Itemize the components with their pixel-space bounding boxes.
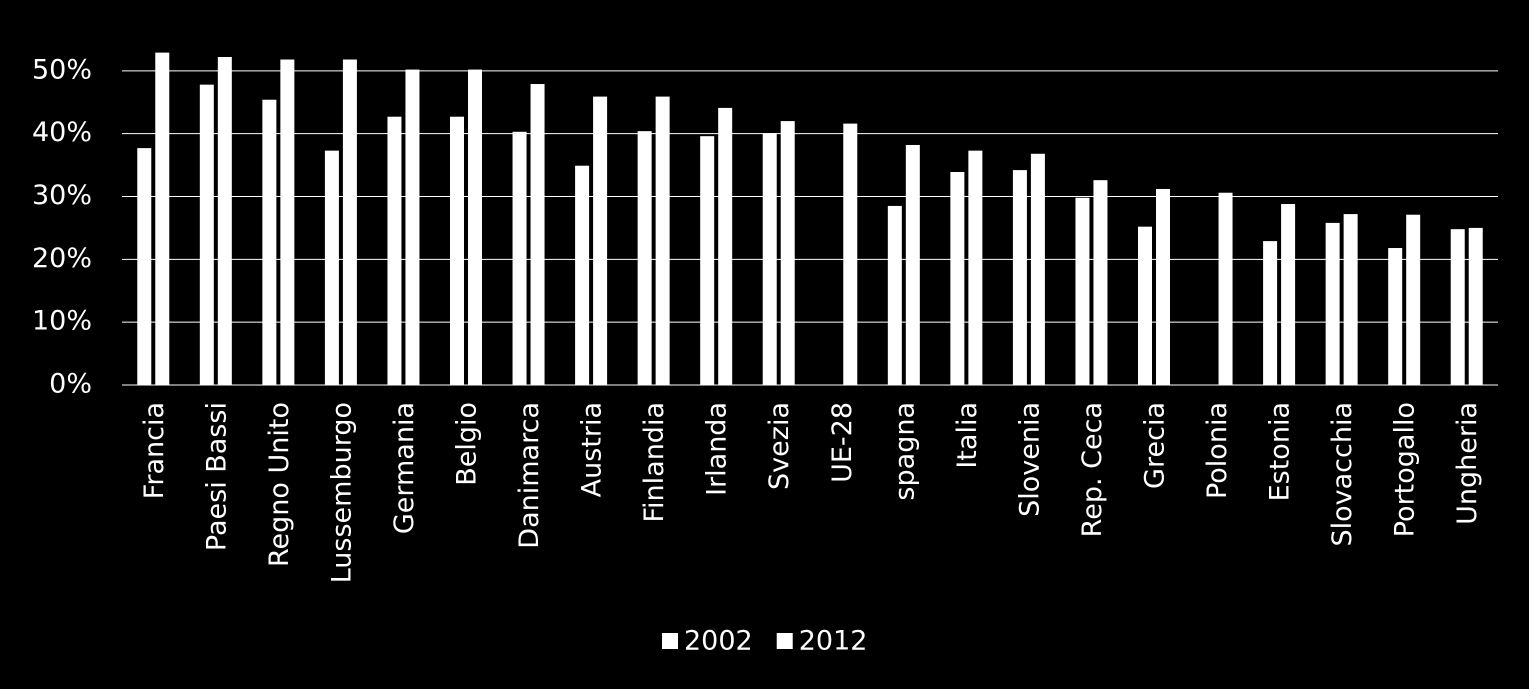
bar — [968, 150, 983, 385]
bar — [1093, 180, 1108, 385]
bar — [950, 171, 965, 385]
y-tick-label: 10% — [32, 306, 92, 337]
bar — [905, 144, 920, 385]
bar — [468, 69, 482, 386]
bar — [324, 150, 339, 385]
bar — [575, 165, 590, 385]
bar — [1156, 188, 1170, 385]
bar — [762, 133, 777, 385]
x-tick-label: Polonia — [1202, 402, 1233, 499]
bar — [1468, 227, 1483, 385]
bar — [512, 131, 527, 385]
bar — [1218, 192, 1233, 385]
legend-swatch — [662, 633, 678, 649]
bar — [843, 123, 858, 385]
bar — [1138, 226, 1152, 385]
x-tick-label: Estonia — [1265, 402, 1296, 501]
bar — [1406, 214, 1421, 385]
x-tick-label: Danimarca — [514, 402, 545, 549]
x-tick-label: Slovenia — [1014, 402, 1045, 517]
x-tick-label: Finlandia — [639, 402, 670, 523]
y-tick-label: 30% — [32, 180, 92, 211]
y-tick-label: 0% — [49, 369, 92, 400]
bar — [1325, 222, 1340, 385]
bar — [387, 116, 402, 386]
bar — [593, 96, 608, 385]
x-tick-label: Lussemburgo — [326, 402, 357, 583]
bar — [199, 84, 214, 385]
bar — [1281, 204, 1296, 385]
x-tick-label: Ungheria — [1452, 402, 1483, 525]
bar — [1263, 241, 1278, 385]
x-tick-label: Italia — [952, 402, 983, 469]
x-tick-label: UE-28 — [827, 402, 858, 483]
bar — [280, 59, 295, 385]
x-tick-label: Slovacchia — [1327, 402, 1358, 547]
x-tick-label: Belgio — [452, 402, 483, 486]
bar — [718, 107, 733, 385]
x-tick-label: Grecia — [1140, 402, 1171, 489]
x-tick-label: spagna — [889, 402, 920, 501]
x-tick-label: Svezia — [764, 402, 795, 490]
bar — [1030, 153, 1045, 385]
bar — [1450, 229, 1465, 385]
bar — [155, 52, 170, 386]
x-tick-label: Francia — [139, 402, 170, 499]
bar — [1075, 197, 1090, 385]
bar — [450, 116, 464, 386]
y-tick-label: 50% — [32, 54, 92, 85]
x-tick-label: Paesi Bassi — [201, 402, 232, 551]
x-tick-label: Germania — [389, 402, 420, 534]
bar — [780, 121, 795, 385]
x-tick-label: Portogallo — [1390, 402, 1421, 537]
legend-label: 2012 — [799, 626, 868, 657]
x-tick-label: Regno Unito — [264, 402, 295, 567]
bar — [342, 59, 357, 385]
bar — [887, 205, 902, 385]
y-tick-label: 20% — [32, 243, 92, 274]
x-tick-label: Austria — [577, 402, 608, 497]
y-tick-label: 40% — [32, 117, 92, 148]
bar — [262, 99, 277, 385]
x-tick-label: Irlanda — [702, 402, 733, 496]
bar — [637, 131, 652, 385]
bar — [1012, 170, 1027, 385]
x-tick-label: Rep. Ceca — [1077, 402, 1108, 537]
bar — [655, 96, 670, 385]
bar — [137, 148, 152, 385]
legend-label: 2002 — [684, 626, 753, 657]
legend-swatch — [776, 633, 793, 649]
bar — [700, 136, 715, 385]
bar — [405, 69, 420, 386]
bar — [1343, 214, 1358, 385]
bar — [217, 57, 232, 385]
bar — [530, 84, 545, 386]
bar — [1388, 248, 1403, 385]
